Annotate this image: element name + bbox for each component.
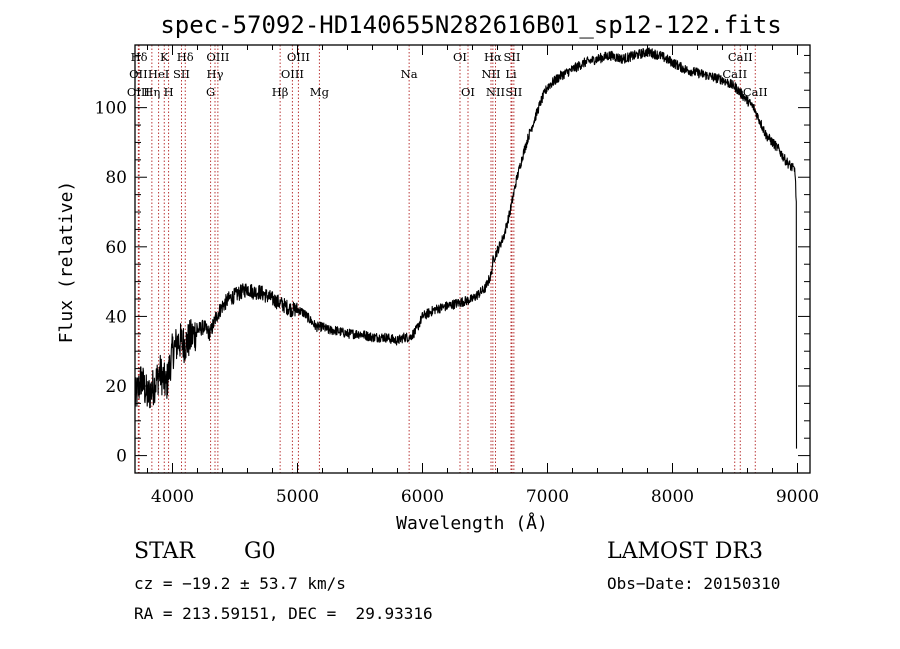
line-label-12: OIII xyxy=(287,50,310,64)
line-label-26: CaII xyxy=(722,67,747,81)
series-layer xyxy=(134,47,798,449)
line-label-16: Na xyxy=(401,67,418,81)
y-tick-label-60: 60 xyxy=(105,238,127,258)
y-tick-label-100: 100 xyxy=(95,99,127,119)
line-label-1: OII xyxy=(129,67,148,81)
y-axis-ticks: 0 20 40 60 80 100 xyxy=(95,54,810,467)
plot-frame xyxy=(134,44,811,474)
line-label-8: Hδ xyxy=(177,50,194,64)
x-axis-label: Wavelength (Å) xyxy=(396,512,548,534)
line-label-27: CaII xyxy=(743,85,768,99)
line-label-20: NII xyxy=(481,67,500,81)
line-label-6: SII xyxy=(173,67,190,81)
y-tick-label-0: 0 xyxy=(116,447,127,467)
x-axis-ticks: 4000 5000 6000 7000 8000 9000 xyxy=(147,45,819,507)
survey-name: LAMOST DR3 xyxy=(607,539,763,564)
line-label-14: Hβ xyxy=(272,85,289,99)
x-tick-label-7000: 7000 xyxy=(526,487,569,507)
line-label-2: OIII xyxy=(127,85,150,99)
line-label-3: K xyxy=(160,50,169,64)
line-label-7: H xyxy=(164,85,174,99)
line-label-10: Hγ xyxy=(207,67,224,81)
spectral-line-labels: Hδ OII OIII K HeI Hη SII H Hδ OIII Hγ G OIII OIII Hβ Mg… xyxy=(127,50,768,99)
object-subclass: G0 xyxy=(244,539,276,564)
line-label-21: NII xyxy=(486,85,505,99)
x-tick-label-4000: 4000 xyxy=(151,487,194,507)
y-axis-label: Flux (relative) xyxy=(56,181,77,344)
chart-title: spec-57092-HD140655N282616B01_sp12-122.f… xyxy=(160,11,781,39)
line-label-5: Hη xyxy=(143,85,160,99)
object-class: STAR xyxy=(134,539,195,564)
line-label-0: Hδ xyxy=(131,50,148,64)
y-tick-label-20: 20 xyxy=(105,377,127,397)
y-tick-label-40: 40 xyxy=(105,307,127,327)
spectral-line-markers xyxy=(137,45,756,473)
line-label-4: HeI xyxy=(148,67,169,81)
line-label-18: OI xyxy=(461,85,475,99)
line-label-24: SII xyxy=(505,85,522,99)
line-label-22: SII xyxy=(504,50,521,64)
line-label-17: OI xyxy=(453,50,467,64)
line-label-15: Mg xyxy=(310,85,330,99)
line-label-11: G xyxy=(206,85,215,99)
line-label-23: Li xyxy=(505,67,517,81)
line-label-25: CaII xyxy=(728,50,753,64)
x-tick-label-5000: 5000 xyxy=(276,487,319,507)
x-tick-label-8000: 8000 xyxy=(651,487,694,507)
coordinates: RA = 213.59151, DEC = 29.93316 xyxy=(134,604,433,623)
y-tick-label-80: 80 xyxy=(105,168,127,188)
x-tick-label-6000: 6000 xyxy=(401,487,444,507)
line-label-19: Hα xyxy=(484,50,502,64)
series-spectrum xyxy=(134,47,798,449)
redshift-cz: cz = −19.2 ± 53.7 km/s xyxy=(134,574,346,593)
observation-date: Obs−Date: 20150310 xyxy=(607,574,781,593)
x-tick-label-9000: 9000 xyxy=(776,487,819,507)
line-label-9: OIII xyxy=(206,50,229,64)
line-label-13: OIII xyxy=(281,67,304,81)
